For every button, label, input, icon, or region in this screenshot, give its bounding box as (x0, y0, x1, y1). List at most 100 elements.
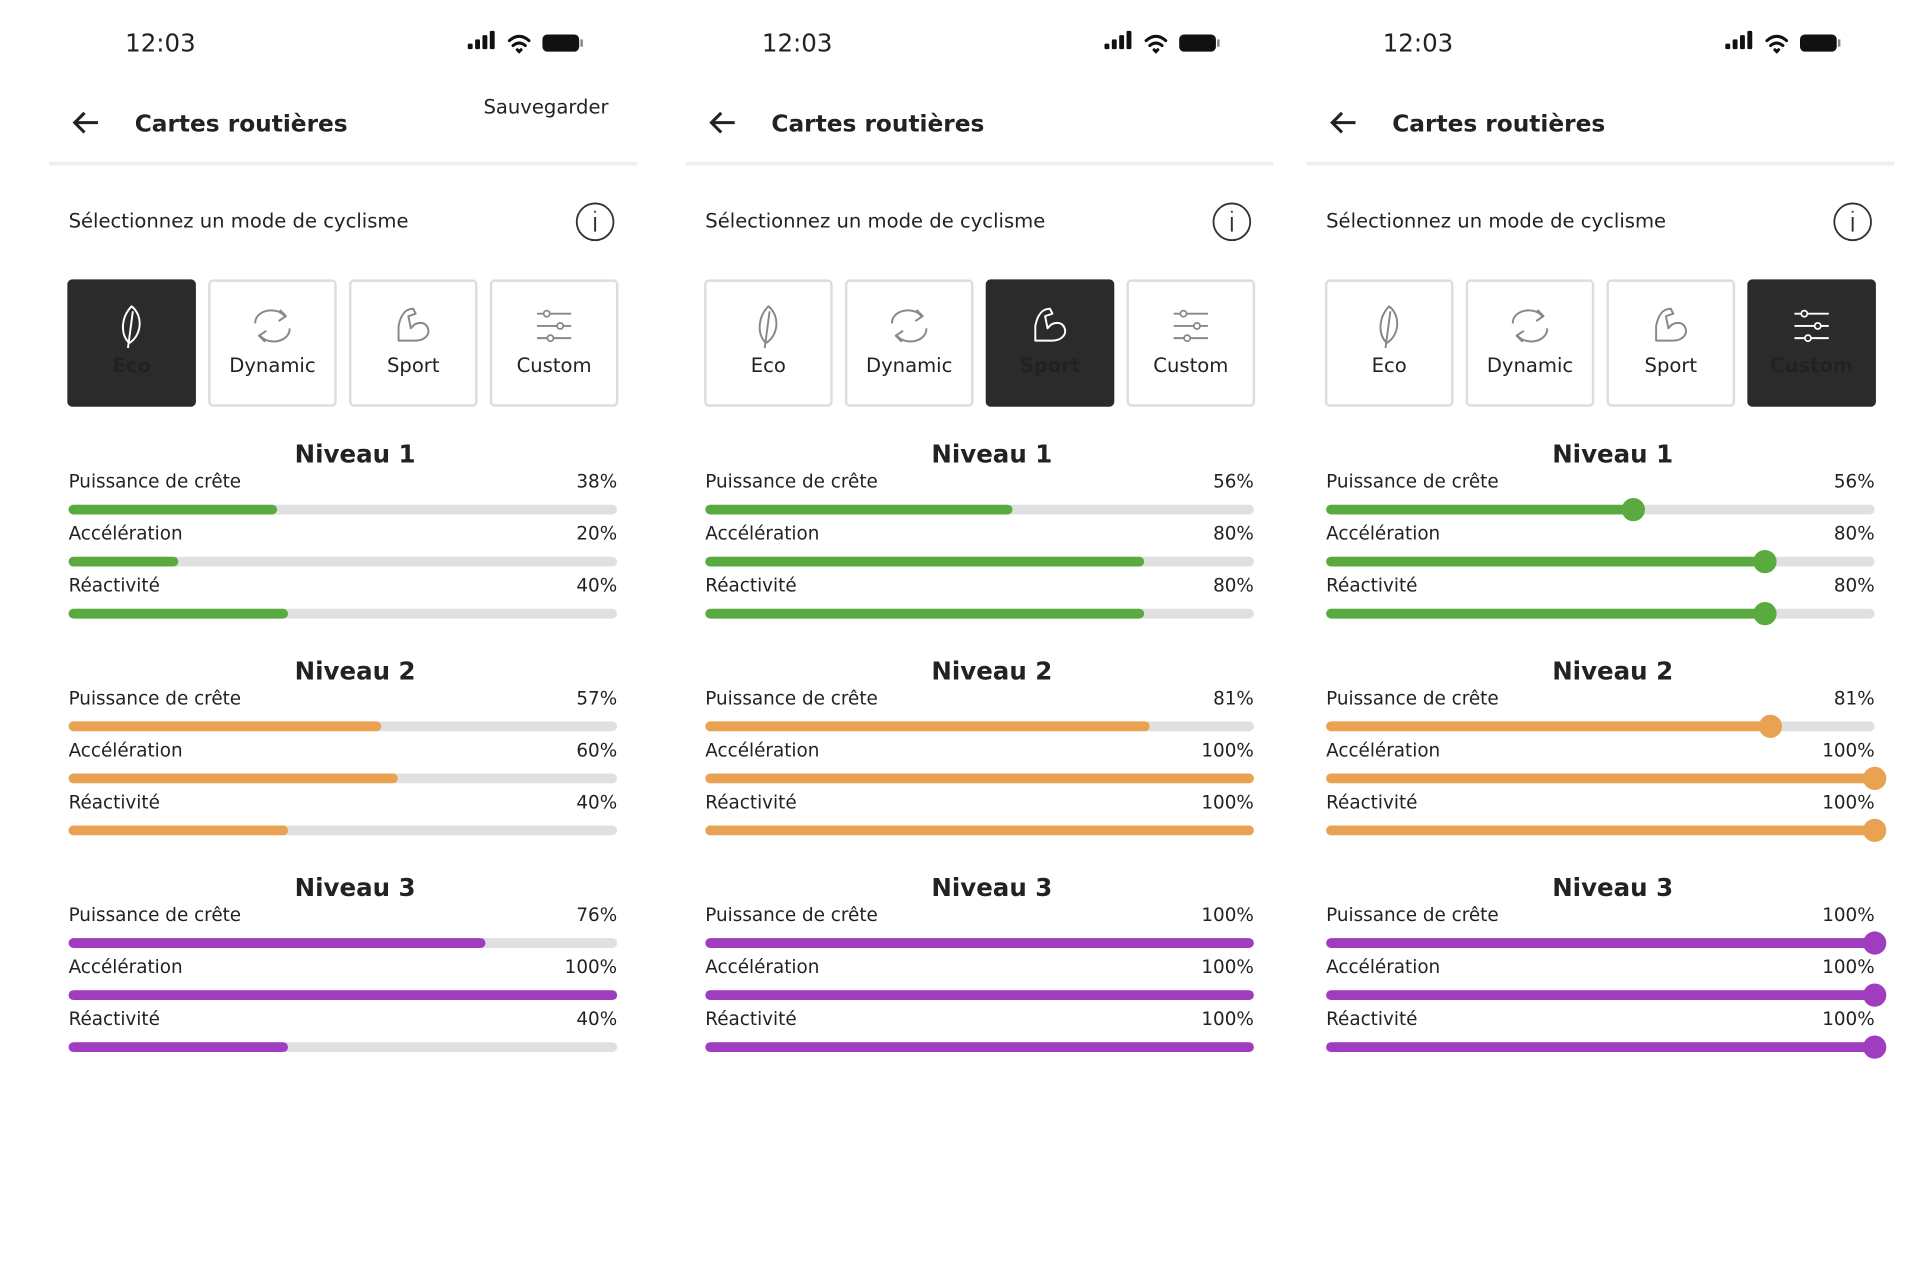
slider-knob[interactable] (1758, 714, 1783, 738)
slider-fill (705, 938, 1254, 948)
setting-value: 40% (576, 792, 617, 813)
mode-button-bg (1465, 279, 1595, 407)
mode-button[interactable]: Dynamic (1465, 279, 1595, 407)
slider-knob[interactable] (1753, 550, 1777, 574)
setting-value: 100% (1822, 740, 1875, 761)
signal-bar (1747, 30, 1753, 50)
mode-button[interactable]: Eco (67, 279, 196, 407)
slider-fill (705, 504, 1013, 515)
setting-value: 100% (1822, 1009, 1875, 1030)
mode-label: Custom (1153, 354, 1228, 377)
signal-bar (1732, 39, 1738, 50)
level-title: Niveau 3 (1552, 873, 1673, 902)
setting-value: 100% (1201, 740, 1254, 761)
slider-fill (705, 556, 1145, 567)
mode-icon (1655, 307, 1687, 342)
setting-value: 76% (576, 905, 617, 926)
setting-value: 100% (565, 957, 618, 978)
save-button[interactable]: Sauvegarder (483, 95, 609, 118)
info-button[interactable] (575, 202, 615, 242)
setting-value: 56% (1213, 472, 1254, 493)
battery-tip (580, 39, 583, 47)
header-divider (48, 161, 637, 166)
setting-label: Accélération (1326, 740, 1440, 761)
setting-value: 81% (1213, 688, 1254, 709)
mode-button[interactable]: Custom (489, 279, 619, 407)
slider-knob[interactable] (1863, 818, 1887, 843)
setting-label: Réactivité (1326, 792, 1417, 813)
mode-button[interactable]: Eco (704, 279, 833, 407)
mode-button[interactable]: Custom (1126, 279, 1256, 407)
mode-button[interactable]: Custom (1747, 279, 1876, 407)
mode-label: Dynamic (1487, 354, 1573, 377)
slider-knob[interactable] (1863, 931, 1887, 955)
signal-bar (467, 43, 473, 50)
setting-label: Réactivité (69, 576, 160, 597)
mode-icon (891, 309, 928, 343)
slider-fill (68, 556, 179, 567)
setting-label: Réactivité (1326, 576, 1417, 597)
slider-knob[interactable] (1863, 983, 1887, 1007)
mode-prompt: Sélectionnez un mode de cyclisme (69, 209, 409, 232)
mode-button-bg (208, 279, 337, 407)
setting-value: 40% (576, 576, 617, 597)
mode-button[interactable]: Sport (348, 279, 478, 407)
setting-label: Accélération (1326, 957, 1440, 978)
status-time: 12:03 (125, 28, 196, 57)
setting-value: 100% (1822, 957, 1875, 978)
mode-button[interactable]: Sport (1606, 279, 1736, 407)
battery-tip (1837, 39, 1841, 47)
mode-button[interactable]: Dynamic (844, 279, 974, 407)
setting-value: 100% (1201, 792, 1254, 813)
setting-label: Puissance de crête (1326, 472, 1499, 493)
slider-fill (705, 990, 1254, 1000)
slider-fill (68, 825, 288, 836)
signal-bar (1119, 35, 1125, 50)
slider-fill (705, 1042, 1254, 1053)
slider-knob[interactable] (1753, 602, 1777, 626)
slider-fill (1326, 990, 1875, 1000)
mode-label: Eco (112, 354, 150, 377)
mode-button[interactable]: Eco (1324, 279, 1454, 407)
setting-value: 100% (1201, 957, 1254, 978)
setting-label: Réactivité (1326, 1009, 1417, 1030)
back-button[interactable] (709, 111, 735, 134)
signal-bar (1740, 35, 1745, 50)
slider-fill (705, 773, 1254, 784)
setting-value: 80% (1213, 576, 1254, 597)
setting-label: Réactivité (69, 792, 160, 813)
mode-label: Sport (387, 354, 440, 377)
setting-label: Puissance de crête (1326, 905, 1499, 926)
back-button[interactable] (1330, 111, 1356, 134)
mode-prompt: Sélectionnez un mode de cyclisme (705, 209, 1045, 232)
info-button[interactable] (1212, 202, 1252, 242)
slider-knob[interactable] (1621, 497, 1645, 522)
setting-value: 100% (1822, 792, 1875, 813)
battery (1179, 34, 1216, 52)
back-button[interactable] (72, 111, 98, 134)
slider-knob[interactable] (1863, 1035, 1887, 1059)
slider-fill (1326, 825, 1875, 836)
page-title: Cartes routières (1392, 111, 1605, 138)
mode-button-bg (704, 279, 833, 407)
setting-value: 80% (1834, 576, 1875, 597)
mode-button[interactable]: Sport (985, 279, 1115, 407)
header-divider (685, 161, 1274, 166)
setting-value: 80% (1834, 524, 1875, 545)
slider-fill (1326, 504, 1634, 515)
status-time: 12:03 (1383, 28, 1454, 57)
mode-button[interactable]: Dynamic (208, 279, 337, 407)
mode-label: Sport (1645, 354, 1698, 377)
slider-knob[interactable] (1863, 766, 1887, 790)
info-button[interactable] (1833, 202, 1872, 242)
setting-label: Puissance de crête (705, 688, 878, 709)
status-time: 12:03 (762, 28, 833, 57)
mode-icon (122, 305, 141, 349)
battery (1800, 34, 1837, 52)
signal-bar (482, 35, 488, 50)
setting-label: Réactivité (705, 1009, 796, 1030)
mode-prompt: Sélectionnez un mode de cyclisme (1326, 209, 1666, 232)
setting-label: Puissance de crête (69, 472, 242, 493)
